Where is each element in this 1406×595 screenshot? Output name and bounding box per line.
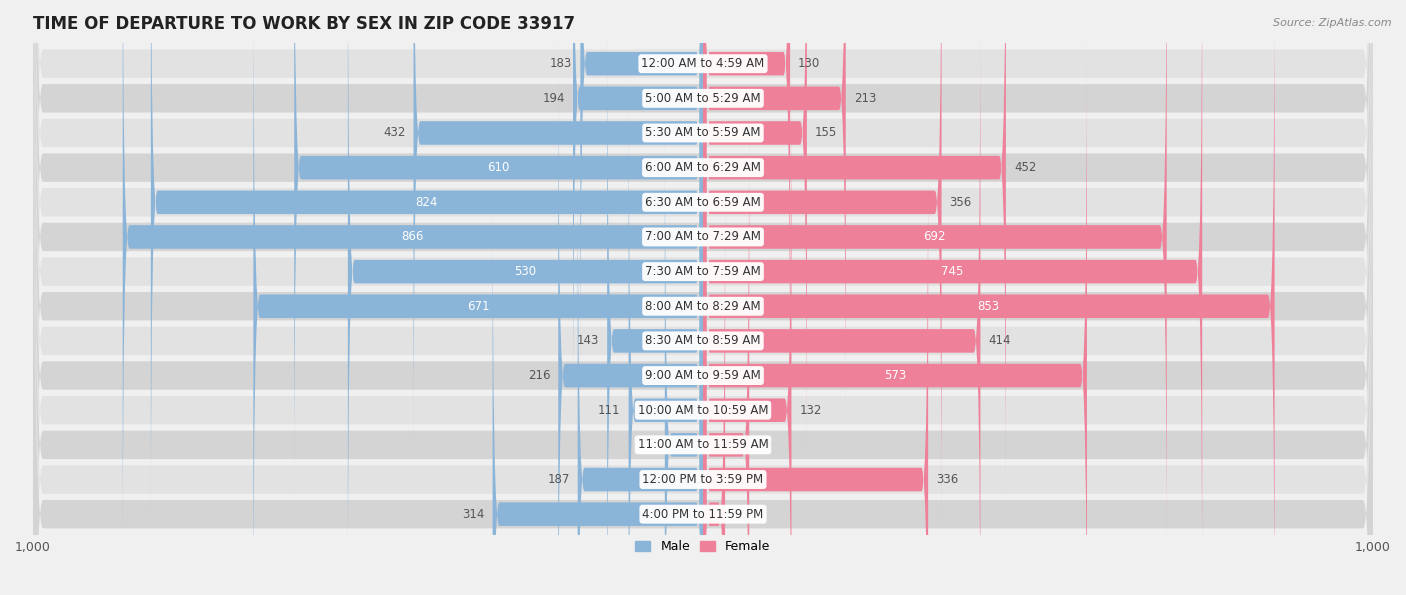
Text: 12:00 AM to 4:59 AM: 12:00 AM to 4:59 AM — [641, 57, 765, 70]
FancyBboxPatch shape — [32, 0, 1374, 595]
Text: 692: 692 — [924, 230, 946, 243]
FancyBboxPatch shape — [703, 0, 790, 399]
Text: 530: 530 — [515, 265, 537, 278]
FancyBboxPatch shape — [703, 6, 980, 595]
FancyBboxPatch shape — [413, 0, 703, 468]
FancyBboxPatch shape — [122, 0, 703, 572]
FancyBboxPatch shape — [150, 0, 703, 537]
FancyBboxPatch shape — [32, 0, 1374, 595]
FancyBboxPatch shape — [703, 0, 942, 537]
Text: 853: 853 — [977, 300, 1000, 313]
FancyBboxPatch shape — [32, 0, 1374, 595]
Text: 33: 33 — [733, 508, 748, 521]
Text: 155: 155 — [815, 127, 837, 139]
Text: 132: 132 — [800, 404, 823, 416]
Text: 610: 610 — [488, 161, 510, 174]
FancyBboxPatch shape — [703, 0, 846, 433]
Text: 314: 314 — [463, 508, 485, 521]
Text: 130: 130 — [799, 57, 820, 70]
Legend: Male, Female: Male, Female — [630, 536, 776, 558]
FancyBboxPatch shape — [32, 0, 1374, 569]
Text: 356: 356 — [949, 196, 972, 209]
Text: 194: 194 — [543, 92, 565, 105]
Text: 213: 213 — [853, 92, 876, 105]
FancyBboxPatch shape — [574, 0, 703, 433]
Text: 8:30 AM to 8:59 AM: 8:30 AM to 8:59 AM — [645, 334, 761, 347]
Text: 5:00 AM to 5:29 AM: 5:00 AM to 5:29 AM — [645, 92, 761, 105]
FancyBboxPatch shape — [32, 0, 1374, 595]
FancyBboxPatch shape — [32, 0, 1374, 595]
Text: 183: 183 — [550, 57, 572, 70]
Text: 143: 143 — [576, 334, 599, 347]
FancyBboxPatch shape — [32, 0, 1374, 595]
FancyBboxPatch shape — [32, 0, 1374, 595]
Text: 7:30 AM to 7:59 AM: 7:30 AM to 7:59 AM — [645, 265, 761, 278]
Text: 745: 745 — [942, 265, 963, 278]
FancyBboxPatch shape — [703, 0, 1167, 572]
Text: 671: 671 — [467, 300, 489, 313]
Text: 866: 866 — [402, 230, 425, 243]
Text: 11:00 AM to 11:59 AM: 11:00 AM to 11:59 AM — [638, 439, 768, 452]
FancyBboxPatch shape — [703, 41, 1087, 595]
FancyBboxPatch shape — [703, 0, 1202, 595]
Text: 452: 452 — [1014, 161, 1036, 174]
FancyBboxPatch shape — [578, 145, 703, 595]
Text: 12:00 PM to 3:59 PM: 12:00 PM to 3:59 PM — [643, 473, 763, 486]
FancyBboxPatch shape — [558, 41, 703, 595]
FancyBboxPatch shape — [628, 76, 703, 595]
Text: 69: 69 — [758, 439, 772, 452]
Text: TIME OF DEPARTURE TO WORK BY SEX IN ZIP CODE 33917: TIME OF DEPARTURE TO WORK BY SEX IN ZIP … — [32, 15, 575, 33]
Text: 8:00 AM to 8:29 AM: 8:00 AM to 8:29 AM — [645, 300, 761, 313]
Text: 6:30 AM to 6:59 AM: 6:30 AM to 6:59 AM — [645, 196, 761, 209]
FancyBboxPatch shape — [703, 110, 749, 595]
FancyBboxPatch shape — [32, 0, 1374, 595]
Text: 4:00 PM to 11:59 PM: 4:00 PM to 11:59 PM — [643, 508, 763, 521]
Text: 336: 336 — [936, 473, 959, 486]
Text: 187: 187 — [547, 473, 569, 486]
FancyBboxPatch shape — [703, 0, 1005, 502]
FancyBboxPatch shape — [703, 76, 792, 595]
FancyBboxPatch shape — [32, 0, 1374, 595]
FancyBboxPatch shape — [32, 0, 1374, 595]
Text: 10:00 AM to 10:59 AM: 10:00 AM to 10:59 AM — [638, 404, 768, 416]
Text: 57: 57 — [643, 439, 657, 452]
FancyBboxPatch shape — [607, 6, 703, 595]
FancyBboxPatch shape — [581, 0, 703, 399]
FancyBboxPatch shape — [32, 8, 1374, 595]
FancyBboxPatch shape — [703, 0, 807, 468]
FancyBboxPatch shape — [703, 0, 1275, 595]
Text: 7:00 AM to 7:29 AM: 7:00 AM to 7:29 AM — [645, 230, 761, 243]
Text: 824: 824 — [416, 196, 439, 209]
Text: 9:00 AM to 9:59 AM: 9:00 AM to 9:59 AM — [645, 369, 761, 382]
Text: 414: 414 — [988, 334, 1011, 347]
Text: Source: ZipAtlas.com: Source: ZipAtlas.com — [1274, 18, 1392, 28]
FancyBboxPatch shape — [703, 145, 928, 595]
Text: 111: 111 — [598, 404, 620, 416]
Text: 5:30 AM to 5:59 AM: 5:30 AM to 5:59 AM — [645, 127, 761, 139]
FancyBboxPatch shape — [665, 110, 703, 595]
FancyBboxPatch shape — [492, 180, 703, 595]
FancyBboxPatch shape — [32, 0, 1374, 595]
FancyBboxPatch shape — [703, 180, 725, 595]
Text: 6:00 AM to 6:29 AM: 6:00 AM to 6:29 AM — [645, 161, 761, 174]
Text: 432: 432 — [382, 127, 405, 139]
FancyBboxPatch shape — [32, 0, 1374, 595]
FancyBboxPatch shape — [347, 0, 703, 595]
Text: 216: 216 — [527, 369, 550, 382]
FancyBboxPatch shape — [294, 0, 703, 502]
FancyBboxPatch shape — [253, 0, 703, 595]
Text: 573: 573 — [884, 369, 905, 382]
